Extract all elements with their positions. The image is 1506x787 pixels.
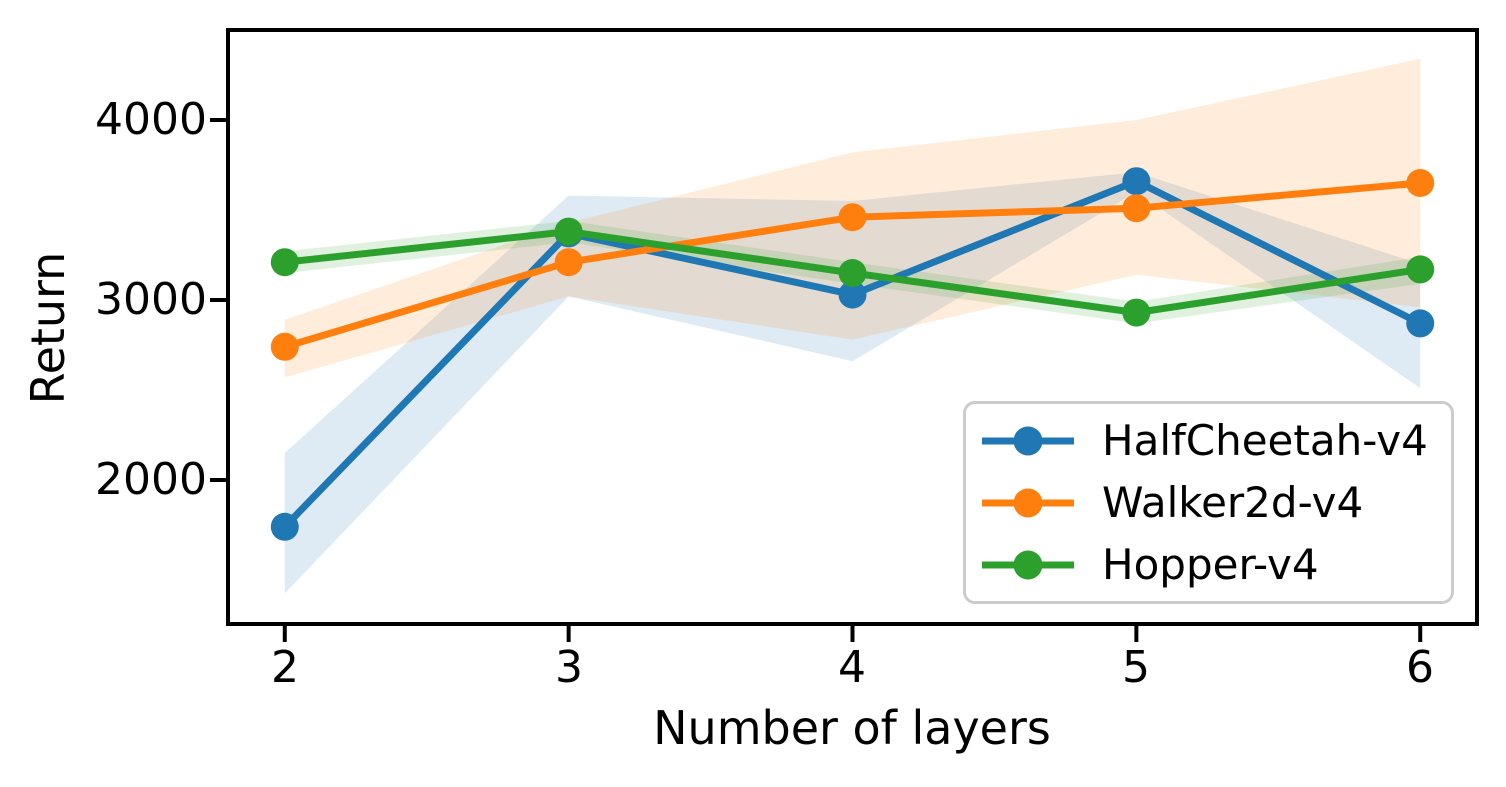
- marker-HalfCheetah-v4-x2: [270, 512, 299, 541]
- x-tick-label-2: 2: [271, 642, 299, 693]
- y-axis-title: Return: [21, 251, 75, 405]
- x-axis-title: Number of layers: [653, 701, 1051, 755]
- marker-Walker2d-v4-x3: [554, 248, 583, 277]
- marker-Hopper-v4-x2: [270, 248, 299, 277]
- x-tick-label-5: 5: [1122, 642, 1150, 693]
- marker-Hopper-v4-x3: [554, 217, 583, 246]
- marker-Walker2d-v4-x4: [838, 203, 867, 232]
- legend-item-hopper: Hopper-v4: [980, 534, 1451, 596]
- marker-HalfCheetah-v4-x5: [1122, 167, 1151, 196]
- marker-HalfCheetah-v4-x4: [838, 280, 867, 309]
- x-tick-label-3: 3: [555, 642, 583, 693]
- marker-Walker2d-v4-x6: [1406, 169, 1435, 197]
- y-tick-label-3000: 3000: [95, 274, 207, 325]
- legend-label-hopper: Hopper-v4: [1102, 539, 1319, 589]
- legend: HalfCheetah-v4 Walker2d-v4 Hopper-v4: [963, 401, 1454, 604]
- y-tick-label-2000: 2000: [95, 454, 207, 505]
- marker-Hopper-v4-x6: [1406, 255, 1435, 284]
- marker-Hopper-v4-x5: [1122, 298, 1151, 327]
- marker-Walker2d-v4-x2: [270, 332, 299, 361]
- marker-Hopper-v4-x4: [838, 259, 867, 287]
- legend-label-walker2d: Walker2d-v4: [1102, 477, 1364, 527]
- legend-item-halfcheetah: HalfCheetah-v4: [980, 410, 1451, 472]
- legend-label-halfcheetah: HalfCheetah-v4: [1102, 415, 1428, 465]
- legend-item-walker2d: Walker2d-v4: [980, 472, 1451, 534]
- x-tick-label-6: 6: [1406, 642, 1434, 693]
- walker2d-line-marker-icon: [982, 488, 1074, 517]
- marker-Walker2d-v4-x5: [1122, 194, 1151, 223]
- x-tick-label-4: 4: [838, 642, 866, 693]
- y-tick-label-4000: 4000: [95, 94, 207, 145]
- hopper-line-marker-icon: [982, 550, 1074, 579]
- band-HalfCheetah-v4: [284, 172, 1421, 594]
- halfcheetah-line-marker-icon: [982, 426, 1074, 455]
- marker-HalfCheetah-v4-x6: [1406, 309, 1435, 338]
